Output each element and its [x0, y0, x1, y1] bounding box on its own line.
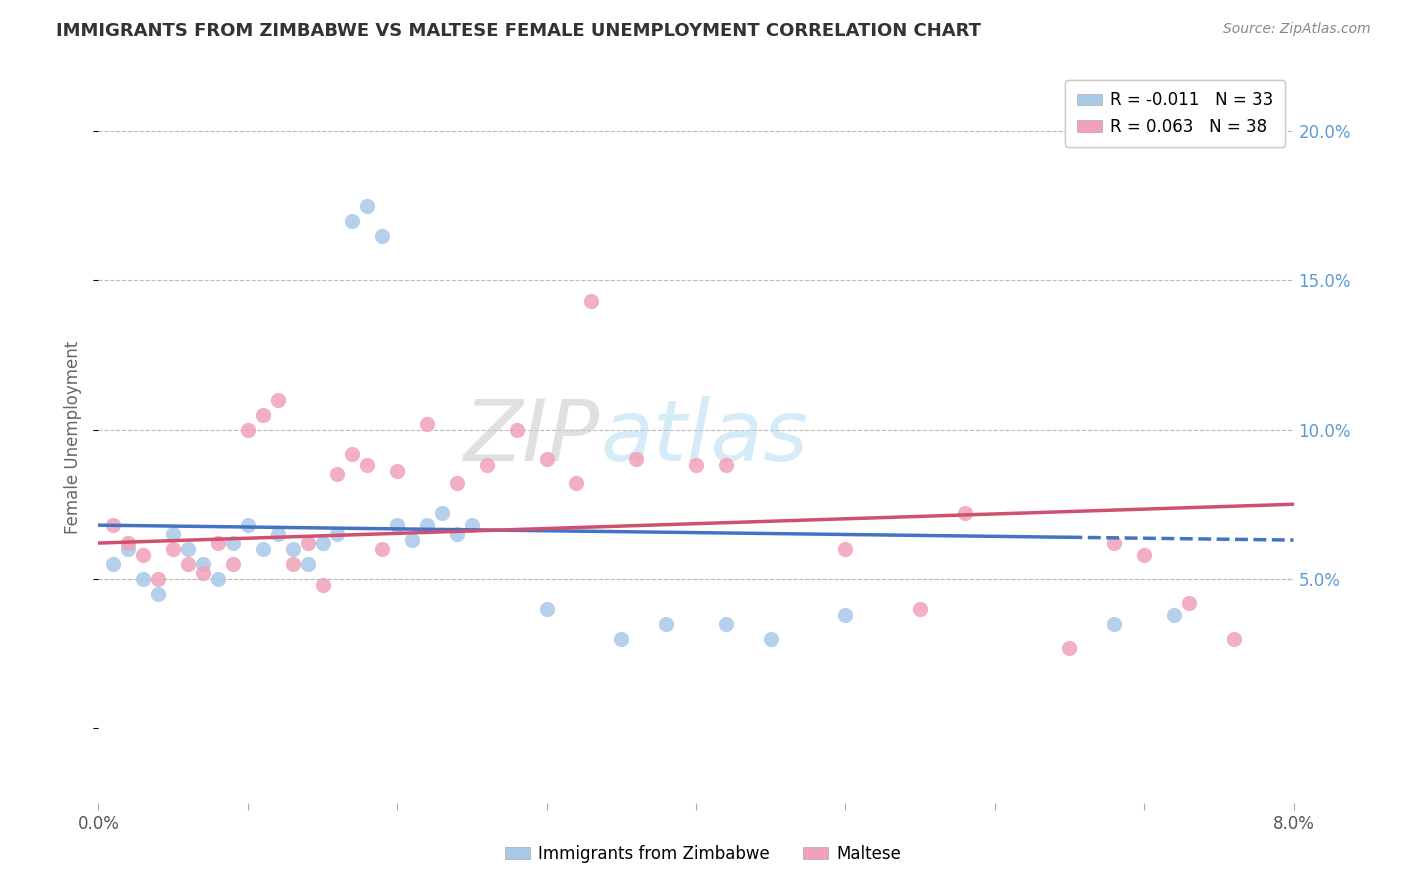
Point — [297, 536, 319, 550]
Point — [281, 542, 304, 557]
Point — [416, 417, 439, 431]
Point — [117, 542, 139, 557]
Point — [446, 527, 468, 541]
Point — [252, 542, 274, 557]
Point — [236, 518, 259, 533]
Point — [236, 423, 259, 437]
Point — [252, 408, 274, 422]
Point — [565, 476, 588, 491]
Point — [207, 572, 229, 586]
Text: IMMIGRANTS FROM ZIMBABWE VS MALTESE FEMALE UNEMPLOYMENT CORRELATION CHART: IMMIGRANTS FROM ZIMBABWE VS MALTESE FEMA… — [56, 22, 981, 40]
Point — [267, 392, 290, 407]
Point — [191, 566, 214, 580]
Point — [655, 616, 678, 631]
Point — [222, 536, 245, 550]
Point — [536, 452, 558, 467]
Point — [416, 518, 439, 533]
Point — [401, 533, 423, 547]
Point — [1104, 536, 1126, 550]
Point — [177, 542, 200, 557]
Point — [132, 548, 155, 562]
Legend: R = -0.011   N = 33, R = 0.063   N = 38: R = -0.011 N = 33, R = 0.063 N = 38 — [1066, 79, 1285, 147]
Text: Source: ZipAtlas.com: Source: ZipAtlas.com — [1223, 22, 1371, 37]
Point — [326, 527, 349, 541]
Point — [446, 476, 468, 491]
Point — [356, 199, 378, 213]
Point — [506, 423, 529, 437]
Point — [626, 452, 648, 467]
Point — [581, 294, 603, 309]
Point — [385, 518, 409, 533]
Point — [759, 632, 782, 646]
Point — [834, 542, 856, 557]
Point — [1104, 616, 1126, 631]
Point — [685, 458, 707, 473]
Point — [222, 557, 245, 571]
Point — [371, 228, 394, 243]
Point — [714, 616, 737, 631]
Point — [297, 557, 319, 571]
Point — [103, 557, 125, 571]
Point — [1059, 640, 1081, 655]
Point — [430, 506, 453, 520]
Point — [953, 506, 976, 520]
Point — [1133, 548, 1156, 562]
Point — [162, 527, 184, 541]
Point — [207, 536, 229, 550]
Point — [191, 557, 214, 571]
Y-axis label: Female Unemployment: Female Unemployment — [65, 341, 83, 533]
Point — [162, 542, 184, 557]
Legend: Immigrants from Zimbabwe, Maltese: Immigrants from Zimbabwe, Maltese — [494, 833, 912, 875]
Point — [1163, 607, 1185, 622]
Point — [356, 458, 378, 473]
Point — [148, 572, 170, 586]
Point — [281, 557, 304, 571]
Point — [311, 536, 333, 550]
Point — [132, 572, 155, 586]
Point — [311, 578, 333, 592]
Text: ZIP: ZIP — [464, 395, 600, 479]
Point — [342, 213, 364, 227]
Point — [714, 458, 737, 473]
Point — [536, 601, 558, 615]
Point — [326, 467, 349, 482]
Text: atlas: atlas — [600, 395, 808, 479]
Point — [475, 458, 498, 473]
Point — [148, 587, 170, 601]
Point — [1178, 596, 1201, 610]
Point — [834, 607, 856, 622]
Point — [610, 632, 633, 646]
Point — [117, 536, 139, 550]
Point — [1223, 632, 1246, 646]
Point — [342, 446, 364, 460]
Point — [385, 464, 409, 478]
Point — [177, 557, 200, 571]
Point — [908, 601, 931, 615]
Point — [371, 542, 394, 557]
Point — [461, 518, 484, 533]
Point — [267, 527, 290, 541]
Point — [103, 518, 125, 533]
